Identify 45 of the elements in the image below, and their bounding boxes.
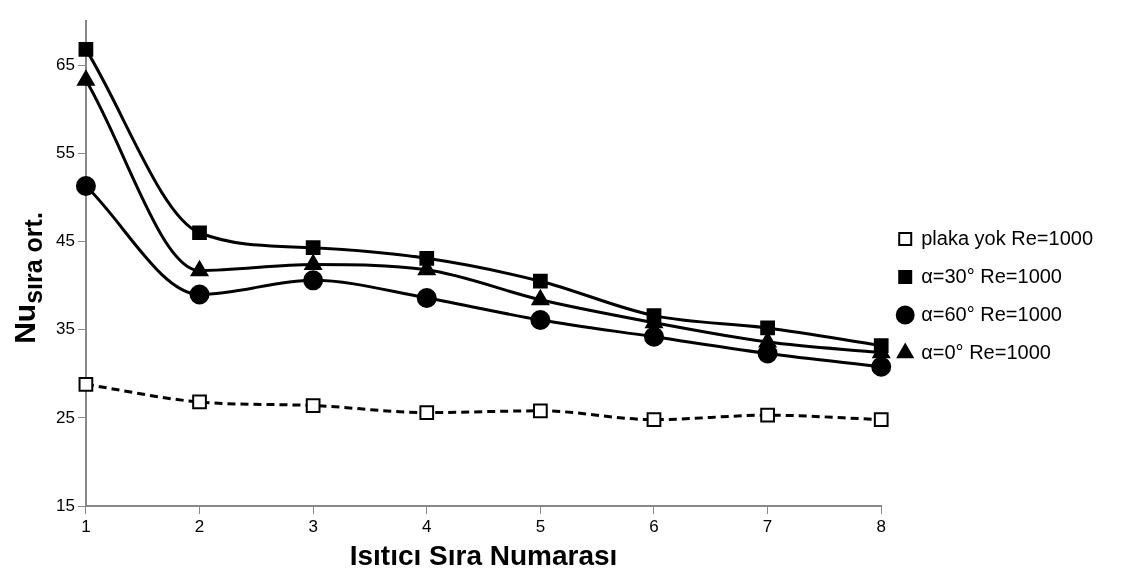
point — [78, 377, 94, 392]
legend-label: α=0° Re=1000 — [921, 340, 1051, 363]
x-tick-label: 7 — [762, 516, 773, 536]
point — [533, 273, 548, 289]
point — [303, 270, 324, 291]
point — [531, 289, 550, 306]
point — [77, 70, 95, 86]
x-tick-label: 3 — [308, 516, 318, 536]
x-axis-title: Isıtıcı Sıra Numarası — [349, 539, 618, 571]
point — [192, 225, 207, 241]
y-tick-label: 35 — [55, 319, 75, 339]
point — [760, 407, 775, 423]
x-tick-label: 8 — [876, 516, 886, 536]
legend-label: α=60° Re=1000 — [921, 302, 1062, 325]
point — [871, 356, 892, 377]
point — [78, 42, 94, 57]
point — [75, 176, 96, 197]
x-tick-label: 2 — [194, 516, 205, 536]
point — [760, 320, 775, 336]
x-tick-label: 5 — [535, 516, 546, 536]
point — [305, 398, 321, 413]
point — [646, 308, 662, 323]
legend-label: plaka yok Re=1000 — [921, 226, 1094, 249]
point — [643, 326, 664, 347]
point — [646, 412, 662, 427]
y-tick-label: 15 — [55, 495, 75, 515]
point — [533, 403, 548, 419]
point — [192, 394, 207, 410]
point — [419, 250, 435, 266]
point — [305, 240, 321, 256]
legend-label: α=30° Re=1000 — [921, 264, 1062, 287]
x-tick-label: 4 — [422, 516, 432, 536]
y-tick-label: 45 — [55, 231, 75, 251]
point — [873, 338, 889, 353]
point — [530, 310, 551, 331]
point — [190, 260, 209, 277]
point — [189, 284, 210, 305]
y-tick-label: 65 — [55, 54, 75, 74]
point — [416, 287, 437, 308]
point — [419, 405, 435, 420]
point — [873, 412, 889, 427]
y-tick-label: 25 — [55, 407, 75, 427]
x-tick-label: 6 — [649, 516, 659, 536]
x-tick-label: 1 — [81, 516, 91, 536]
y-tick-label: 55 — [55, 143, 75, 163]
